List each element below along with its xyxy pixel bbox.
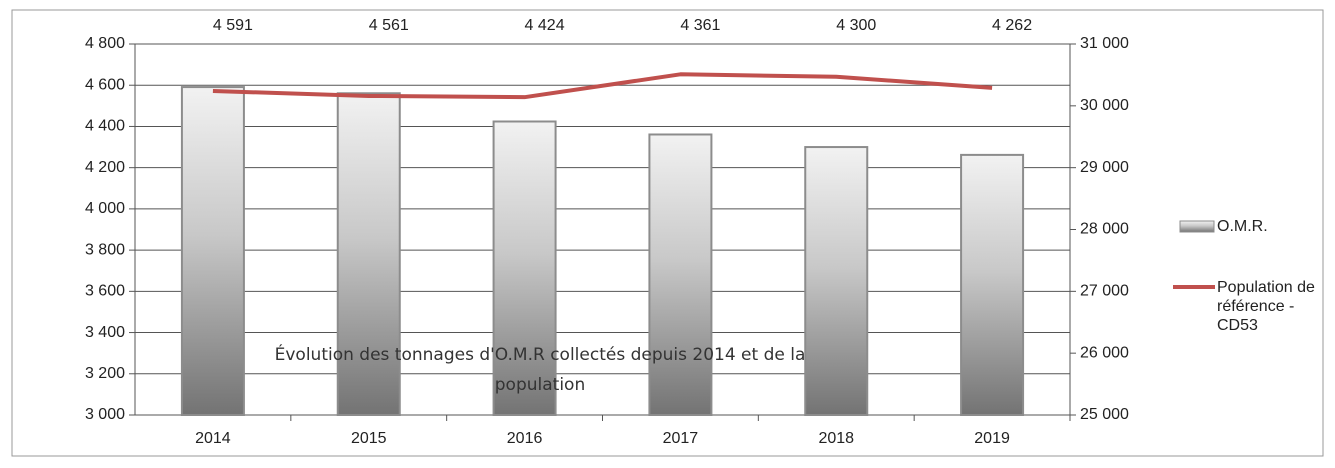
x-tick-label: 2018 bbox=[818, 430, 854, 447]
x-tick-label: 2015 bbox=[351, 430, 387, 447]
y-tick-label: 4 600 bbox=[85, 76, 125, 93]
legend-label-box: Population de référence - CD53 bbox=[1217, 279, 1315, 334]
plot-area bbox=[135, 44, 1070, 415]
bar bbox=[180, 86, 245, 417]
x-tick-label: 2014 bbox=[195, 430, 231, 447]
bar bbox=[492, 120, 557, 417]
bar bbox=[804, 146, 869, 417]
y2-tick-label: 26 000 bbox=[1080, 344, 1129, 361]
y2-tick-label: 28 000 bbox=[1080, 221, 1129, 238]
y-tick-label: 3 000 bbox=[85, 406, 125, 423]
y2-tick-label: 29 000 bbox=[1080, 159, 1129, 176]
line bbox=[212, 72, 993, 100]
y2-tick-label: 31 000 bbox=[1080, 35, 1129, 52]
bar bbox=[336, 92, 401, 416]
y2-tick-label: 30 000 bbox=[1080, 97, 1129, 114]
y-tick-label: 3 800 bbox=[85, 241, 125, 258]
bar bbox=[960, 153, 1025, 416]
value-label: 4 591 bbox=[213, 17, 253, 34]
legend-label-box: O.M.R. bbox=[1217, 218, 1268, 235]
chart-title: Évolution des tonnages d'O.M.R collectés… bbox=[274, 345, 806, 395]
y-tick-label: 4 400 bbox=[85, 118, 125, 135]
legend-label: O.M.R. bbox=[1217, 218, 1268, 235]
x-tick-label: 2019 bbox=[974, 430, 1010, 447]
value-label: 4 300 bbox=[836, 17, 876, 34]
y-tick-label: 3 600 bbox=[85, 283, 125, 300]
y-tick-label: 4 200 bbox=[85, 159, 125, 176]
legend-swatch bbox=[1179, 220, 1215, 233]
x-tick-label: 2016 bbox=[507, 430, 543, 447]
y-tick-label: 3 200 bbox=[85, 365, 125, 382]
legend-label: Population de référence - CD53 bbox=[1217, 279, 1315, 334]
value-label: 4 424 bbox=[525, 17, 565, 34]
y2-tick-label: 25 000 bbox=[1080, 406, 1129, 423]
y2-tick-label: 27 000 bbox=[1080, 283, 1129, 300]
y-tick-label: 3 400 bbox=[85, 324, 125, 341]
y-tick-label: 4 000 bbox=[85, 200, 125, 217]
value-label: 4 561 bbox=[369, 17, 409, 34]
chart-title-box: Évolution des tonnages d'O.M.R collectés… bbox=[274, 345, 806, 395]
value-label: 4 361 bbox=[680, 17, 720, 34]
x-tick-label: 2017 bbox=[663, 430, 699, 447]
bar bbox=[648, 133, 713, 416]
y-tick-label: 4 800 bbox=[85, 35, 125, 52]
value-label: 4 262 bbox=[992, 17, 1032, 34]
